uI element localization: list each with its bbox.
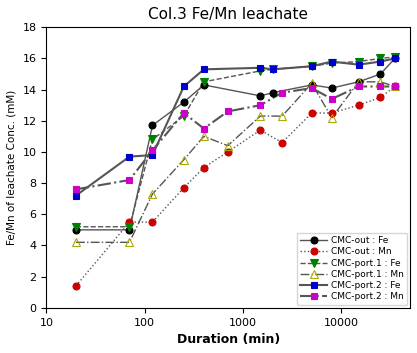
CMC-port.2 : Mn: (1.5e+03, 13): Mn: (1.5e+03, 13) xyxy=(258,103,263,107)
CMC-port.2 : Fe: (8e+03, 15.8): Fe: (8e+03, 15.8) xyxy=(329,59,334,64)
CMC-port.2 : Fe: (1.5e+04, 15.6): Fe: (1.5e+04, 15.6) xyxy=(356,62,361,67)
Line: CMC-out : Mn: CMC-out : Mn xyxy=(73,83,398,289)
CMC-out : Mn: (70, 5.5): Mn: (70, 5.5) xyxy=(127,220,132,224)
CMC-port.2 : Fe: (2.5e+04, 15.8): Fe: (2.5e+04, 15.8) xyxy=(378,59,383,64)
Legend: CMC-out : Fe, CMC-out : Mn, CMC-port.1 : Fe, CMC-port.1 : Mn, CMC-port.2 : Fe, C: CMC-out : Fe, CMC-out : Mn, CMC-port.1 :… xyxy=(296,233,407,305)
CMC-out : Fe: (20, 5): Fe: (20, 5) xyxy=(73,228,78,232)
CMC-port.2 : Fe: (250, 14.2): Fe: (250, 14.2) xyxy=(181,84,186,89)
CMC-port.1 : Fe: (8e+03, 15.7): Fe: (8e+03, 15.7) xyxy=(329,61,334,65)
Line: CMC-out : Fe: CMC-out : Fe xyxy=(73,55,398,233)
CMC-port.2 : Fe: (120, 9.8): Fe: (120, 9.8) xyxy=(150,153,155,157)
CMC-port.2 : Fe: (20, 7.2): Fe: (20, 7.2) xyxy=(73,193,78,198)
CMC-port.1 : Fe: (400, 14.5): Fe: (400, 14.5) xyxy=(201,80,206,84)
CMC-port.1 : Fe: (1.5e+03, 15.2): Fe: (1.5e+03, 15.2) xyxy=(258,69,263,73)
CMC-out : Fe: (120, 11.7): Fe: (120, 11.7) xyxy=(150,123,155,127)
CMC-port.1 : Fe: (20, 5.2): Fe: (20, 5.2) xyxy=(73,225,78,229)
CMC-port.2 : Fe: (400, 15.3): Fe: (400, 15.3) xyxy=(201,67,206,71)
CMC-port.2 : Mn: (400, 11.5): Mn: (400, 11.5) xyxy=(201,126,206,131)
Line: CMC-port.2 : Mn: CMC-port.2 : Mn xyxy=(73,83,398,193)
CMC-port.2 : Mn: (2.5e+04, 14.2): Mn: (2.5e+04, 14.2) xyxy=(378,84,383,89)
CMC-port.1 : Fe: (1.5e+04, 15.8): Fe: (1.5e+04, 15.8) xyxy=(356,59,361,64)
CMC-out : Fe: (2e+03, 13.8): Fe: (2e+03, 13.8) xyxy=(270,91,275,95)
CMC-port.1 : Fe: (70, 5.2): Fe: (70, 5.2) xyxy=(127,225,132,229)
CMC-port.1 : Mn: (5e+03, 14.4): Mn: (5e+03, 14.4) xyxy=(309,81,314,85)
CMC-out : Mn: (250, 7.7): Mn: (250, 7.7) xyxy=(181,186,186,190)
CMC-port.1 : Fe: (250, 12.3): Fe: (250, 12.3) xyxy=(181,114,186,118)
CMC-out : Fe: (2.5e+04, 15): Fe: (2.5e+04, 15) xyxy=(378,72,383,76)
CMC-port.1 : Fe: (2e+03, 15.3): Fe: (2e+03, 15.3) xyxy=(270,67,275,71)
CMC-port.2 : Mn: (20, 7.6): Mn: (20, 7.6) xyxy=(73,187,78,191)
CMC-port.1 : Fe: (3.5e+04, 16.1): Fe: (3.5e+04, 16.1) xyxy=(392,55,397,59)
CMC-out : Mn: (700, 10): Mn: (700, 10) xyxy=(225,150,230,154)
CMC-port.2 : Fe: (1.5e+03, 15.4): Fe: (1.5e+03, 15.4) xyxy=(258,66,263,70)
CMC-out : Fe: (400, 14.3): Fe: (400, 14.3) xyxy=(201,83,206,87)
CMC-port.1 : Fe: (2.5e+04, 16): Fe: (2.5e+04, 16) xyxy=(378,56,383,61)
CMC-port.1 : Mn: (1.5e+04, 14.5): Mn: (1.5e+04, 14.5) xyxy=(356,80,361,84)
CMC-port.2 : Mn: (8e+03, 13.4): Mn: (8e+03, 13.4) xyxy=(329,97,334,101)
CMC-port.1 : Mn: (700, 10.4): Mn: (700, 10.4) xyxy=(225,144,230,148)
CMC-port.1 : Mn: (8e+03, 12.2): Mn: (8e+03, 12.2) xyxy=(329,115,334,120)
CMC-out : Mn: (5e+03, 12.5): Mn: (5e+03, 12.5) xyxy=(309,111,314,115)
Line: CMC-port.1 : Fe: CMC-port.1 : Fe xyxy=(72,53,399,231)
CMC-out : Mn: (2.5e+04, 13.5): Mn: (2.5e+04, 13.5) xyxy=(378,95,383,100)
CMC-out : Mn: (2.5e+03, 10.6): Mn: (2.5e+03, 10.6) xyxy=(280,140,285,145)
CMC-port.1 : Mn: (1.5e+03, 12.3): Mn: (1.5e+03, 12.3) xyxy=(258,114,263,118)
CMC-out : Fe: (70, 5): Fe: (70, 5) xyxy=(127,228,132,232)
CMC-port.1 : Mn: (400, 11): Mn: (400, 11) xyxy=(201,134,206,138)
CMC-out : Mn: (120, 5.5): Mn: (120, 5.5) xyxy=(150,220,155,224)
CMC-port.1 : Mn: (2.5e+03, 12.3): Mn: (2.5e+03, 12.3) xyxy=(280,114,285,118)
CMC-port.1 : Mn: (2.5e+04, 14.5): Mn: (2.5e+04, 14.5) xyxy=(378,80,383,84)
Y-axis label: Fe/Mn of leachate Conc. (mM): Fe/Mn of leachate Conc. (mM) xyxy=(7,90,17,245)
CMC-out : Mn: (1.5e+03, 11.4): Mn: (1.5e+03, 11.4) xyxy=(258,128,263,132)
CMC-port.2 : Fe: (2e+03, 15.3): Fe: (2e+03, 15.3) xyxy=(270,67,275,71)
CMC-port.2 : Mn: (5e+03, 14.1): Mn: (5e+03, 14.1) xyxy=(309,86,314,90)
CMC-port.2 : Mn: (1.5e+04, 14.2): Mn: (1.5e+04, 14.2) xyxy=(356,84,361,89)
CMC-out : Fe: (1.5e+03, 13.6): Fe: (1.5e+03, 13.6) xyxy=(258,94,263,98)
CMC-out : Fe: (5e+03, 14.3): Fe: (5e+03, 14.3) xyxy=(309,83,314,87)
CMC-out : Fe: (1.5e+04, 14.5): Fe: (1.5e+04, 14.5) xyxy=(356,80,361,84)
CMC-port.1 : Mn: (250, 9.5): Mn: (250, 9.5) xyxy=(181,158,186,162)
CMC-port.1 : Fe: (5e+03, 15.5): Fe: (5e+03, 15.5) xyxy=(309,64,314,68)
CMC-out : Mn: (8e+03, 12.5): Mn: (8e+03, 12.5) xyxy=(329,111,334,115)
CMC-out : Mn: (3.5e+04, 14.2): Mn: (3.5e+04, 14.2) xyxy=(392,84,397,89)
CMC-out : Fe: (8e+03, 14.1): Fe: (8e+03, 14.1) xyxy=(329,86,334,90)
CMC-port.2 : Fe: (70, 9.7): Fe: (70, 9.7) xyxy=(127,155,132,159)
CMC-port.2 : Fe: (5e+03, 15.5): Fe: (5e+03, 15.5) xyxy=(309,64,314,68)
CMC-port.2 : Fe: (3.5e+04, 16): Fe: (3.5e+04, 16) xyxy=(392,56,397,61)
CMC-port.1 : Fe: (120, 10.8): Fe: (120, 10.8) xyxy=(150,137,155,142)
CMC-port.1 : Mn: (70, 4.2): Mn: (70, 4.2) xyxy=(127,240,132,244)
CMC-port.2 : Mn: (3.5e+04, 14.2): Mn: (3.5e+04, 14.2) xyxy=(392,84,397,89)
Line: CMC-port.1 : Mn: CMC-port.1 : Mn xyxy=(72,78,399,246)
CMC-out : Mn: (1.5e+04, 13): Mn: (1.5e+04, 13) xyxy=(356,103,361,107)
Line: CMC-port.2 : Fe: CMC-port.2 : Fe xyxy=(73,55,398,199)
CMC-port.2 : Mn: (120, 10.1): Mn: (120, 10.1) xyxy=(150,148,155,152)
CMC-out : Mn: (400, 9): Mn: (400, 9) xyxy=(201,166,206,170)
CMC-out : Fe: (250, 13.2): Fe: (250, 13.2) xyxy=(181,100,186,104)
CMC-out : Fe: (3.5e+04, 16): Fe: (3.5e+04, 16) xyxy=(392,56,397,61)
CMC-port.2 : Mn: (70, 8.2): Mn: (70, 8.2) xyxy=(127,178,132,182)
CMC-port.1 : Mn: (120, 7.3): Mn: (120, 7.3) xyxy=(150,192,155,196)
CMC-out : Mn: (20, 1.4): Mn: (20, 1.4) xyxy=(73,284,78,288)
CMC-port.1 : Mn: (20, 4.2): Mn: (20, 4.2) xyxy=(73,240,78,244)
X-axis label: Duration (min): Duration (min) xyxy=(176,333,280,346)
CMC-port.1 : Mn: (3.5e+04, 14.2): Mn: (3.5e+04, 14.2) xyxy=(392,84,397,89)
CMC-port.2 : Mn: (2.5e+03, 13.8): Mn: (2.5e+03, 13.8) xyxy=(280,91,285,95)
Title: Col.3 Fe/Mn leachate: Col.3 Fe/Mn leachate xyxy=(148,7,308,22)
CMC-port.2 : Mn: (700, 12.6): Mn: (700, 12.6) xyxy=(225,109,230,114)
CMC-port.2 : Mn: (250, 12.5): Mn: (250, 12.5) xyxy=(181,111,186,115)
